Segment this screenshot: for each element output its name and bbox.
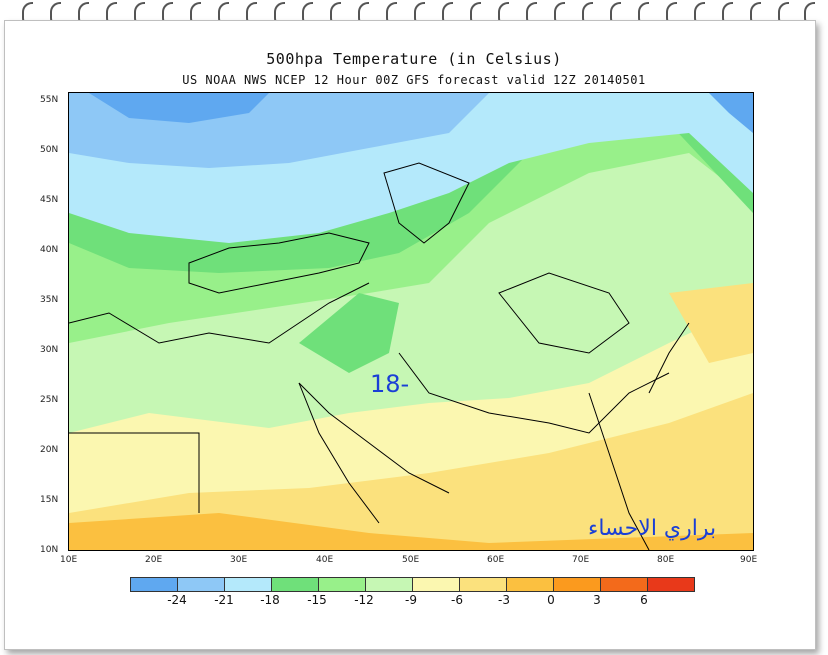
map-title: 500hpa Temperature (in Celsius) — [266, 50, 562, 68]
latitude-label: 15N — [40, 495, 59, 505]
latitude-label: 30N — [40, 345, 59, 355]
longitude-label: 70E — [572, 555, 590, 565]
legend-tick-label: -18 — [260, 593, 280, 607]
legend-tick-label: -9 — [405, 593, 417, 607]
longitude-label: 10E — [60, 555, 78, 565]
longitude-label: 40E — [316, 555, 334, 565]
legend-swatch — [366, 578, 413, 591]
legend-swatch — [413, 578, 460, 591]
legend-swatch — [319, 578, 366, 591]
legend-swatch — [460, 578, 507, 591]
legend-tick-label: -21 — [214, 593, 234, 607]
map-canvas — [69, 93, 753, 550]
latitude-label: 50N — [40, 145, 59, 155]
legend-tick-label: 3 — [593, 593, 601, 607]
legend-tick-label: -12 — [354, 593, 374, 607]
longitude-label: 20E — [145, 555, 163, 565]
latitude-label: 35N — [40, 295, 59, 305]
longitude-label: 90E — [740, 555, 758, 565]
latitude-label: 45N — [40, 195, 59, 205]
legend-swatch — [178, 578, 225, 591]
longitude-label: 30E — [230, 555, 248, 565]
latitude-label: 55N — [40, 95, 59, 105]
longitude-label: 60E — [487, 555, 505, 565]
legend-tick-label: 0 — [547, 593, 555, 607]
longitude-label: 50E — [402, 555, 420, 565]
color-legend — [130, 577, 695, 592]
legend-swatch — [554, 578, 601, 591]
legend-swatch — [131, 578, 178, 591]
legend-tick-label: 6 — [640, 593, 648, 607]
legend-swatch — [648, 578, 694, 591]
legend-swatch — [272, 578, 319, 591]
watermark-text: براري الاحساء — [588, 516, 717, 541]
annotation-value: 18- — [370, 370, 410, 398]
legend-tick-label: -24 — [167, 593, 187, 607]
map-subtitle: US NOAA NWS NCEP 12 Hour 00Z GFS forecas… — [182, 73, 646, 87]
legend-swatch — [225, 578, 272, 591]
legend-tick-label: -3 — [498, 593, 510, 607]
legend-tick-label: -15 — [307, 593, 327, 607]
latitude-label: 40N — [40, 245, 59, 255]
legend-swatch — [507, 578, 554, 591]
latitude-label: 10N — [40, 545, 59, 555]
legend-swatch — [601, 578, 648, 591]
latitude-label: 25N — [40, 395, 59, 405]
legend-tick-label: -6 — [451, 593, 463, 607]
temperature-map — [68, 92, 754, 551]
longitude-label: 80E — [657, 555, 675, 565]
latitude-label: 20N — [40, 445, 59, 455]
